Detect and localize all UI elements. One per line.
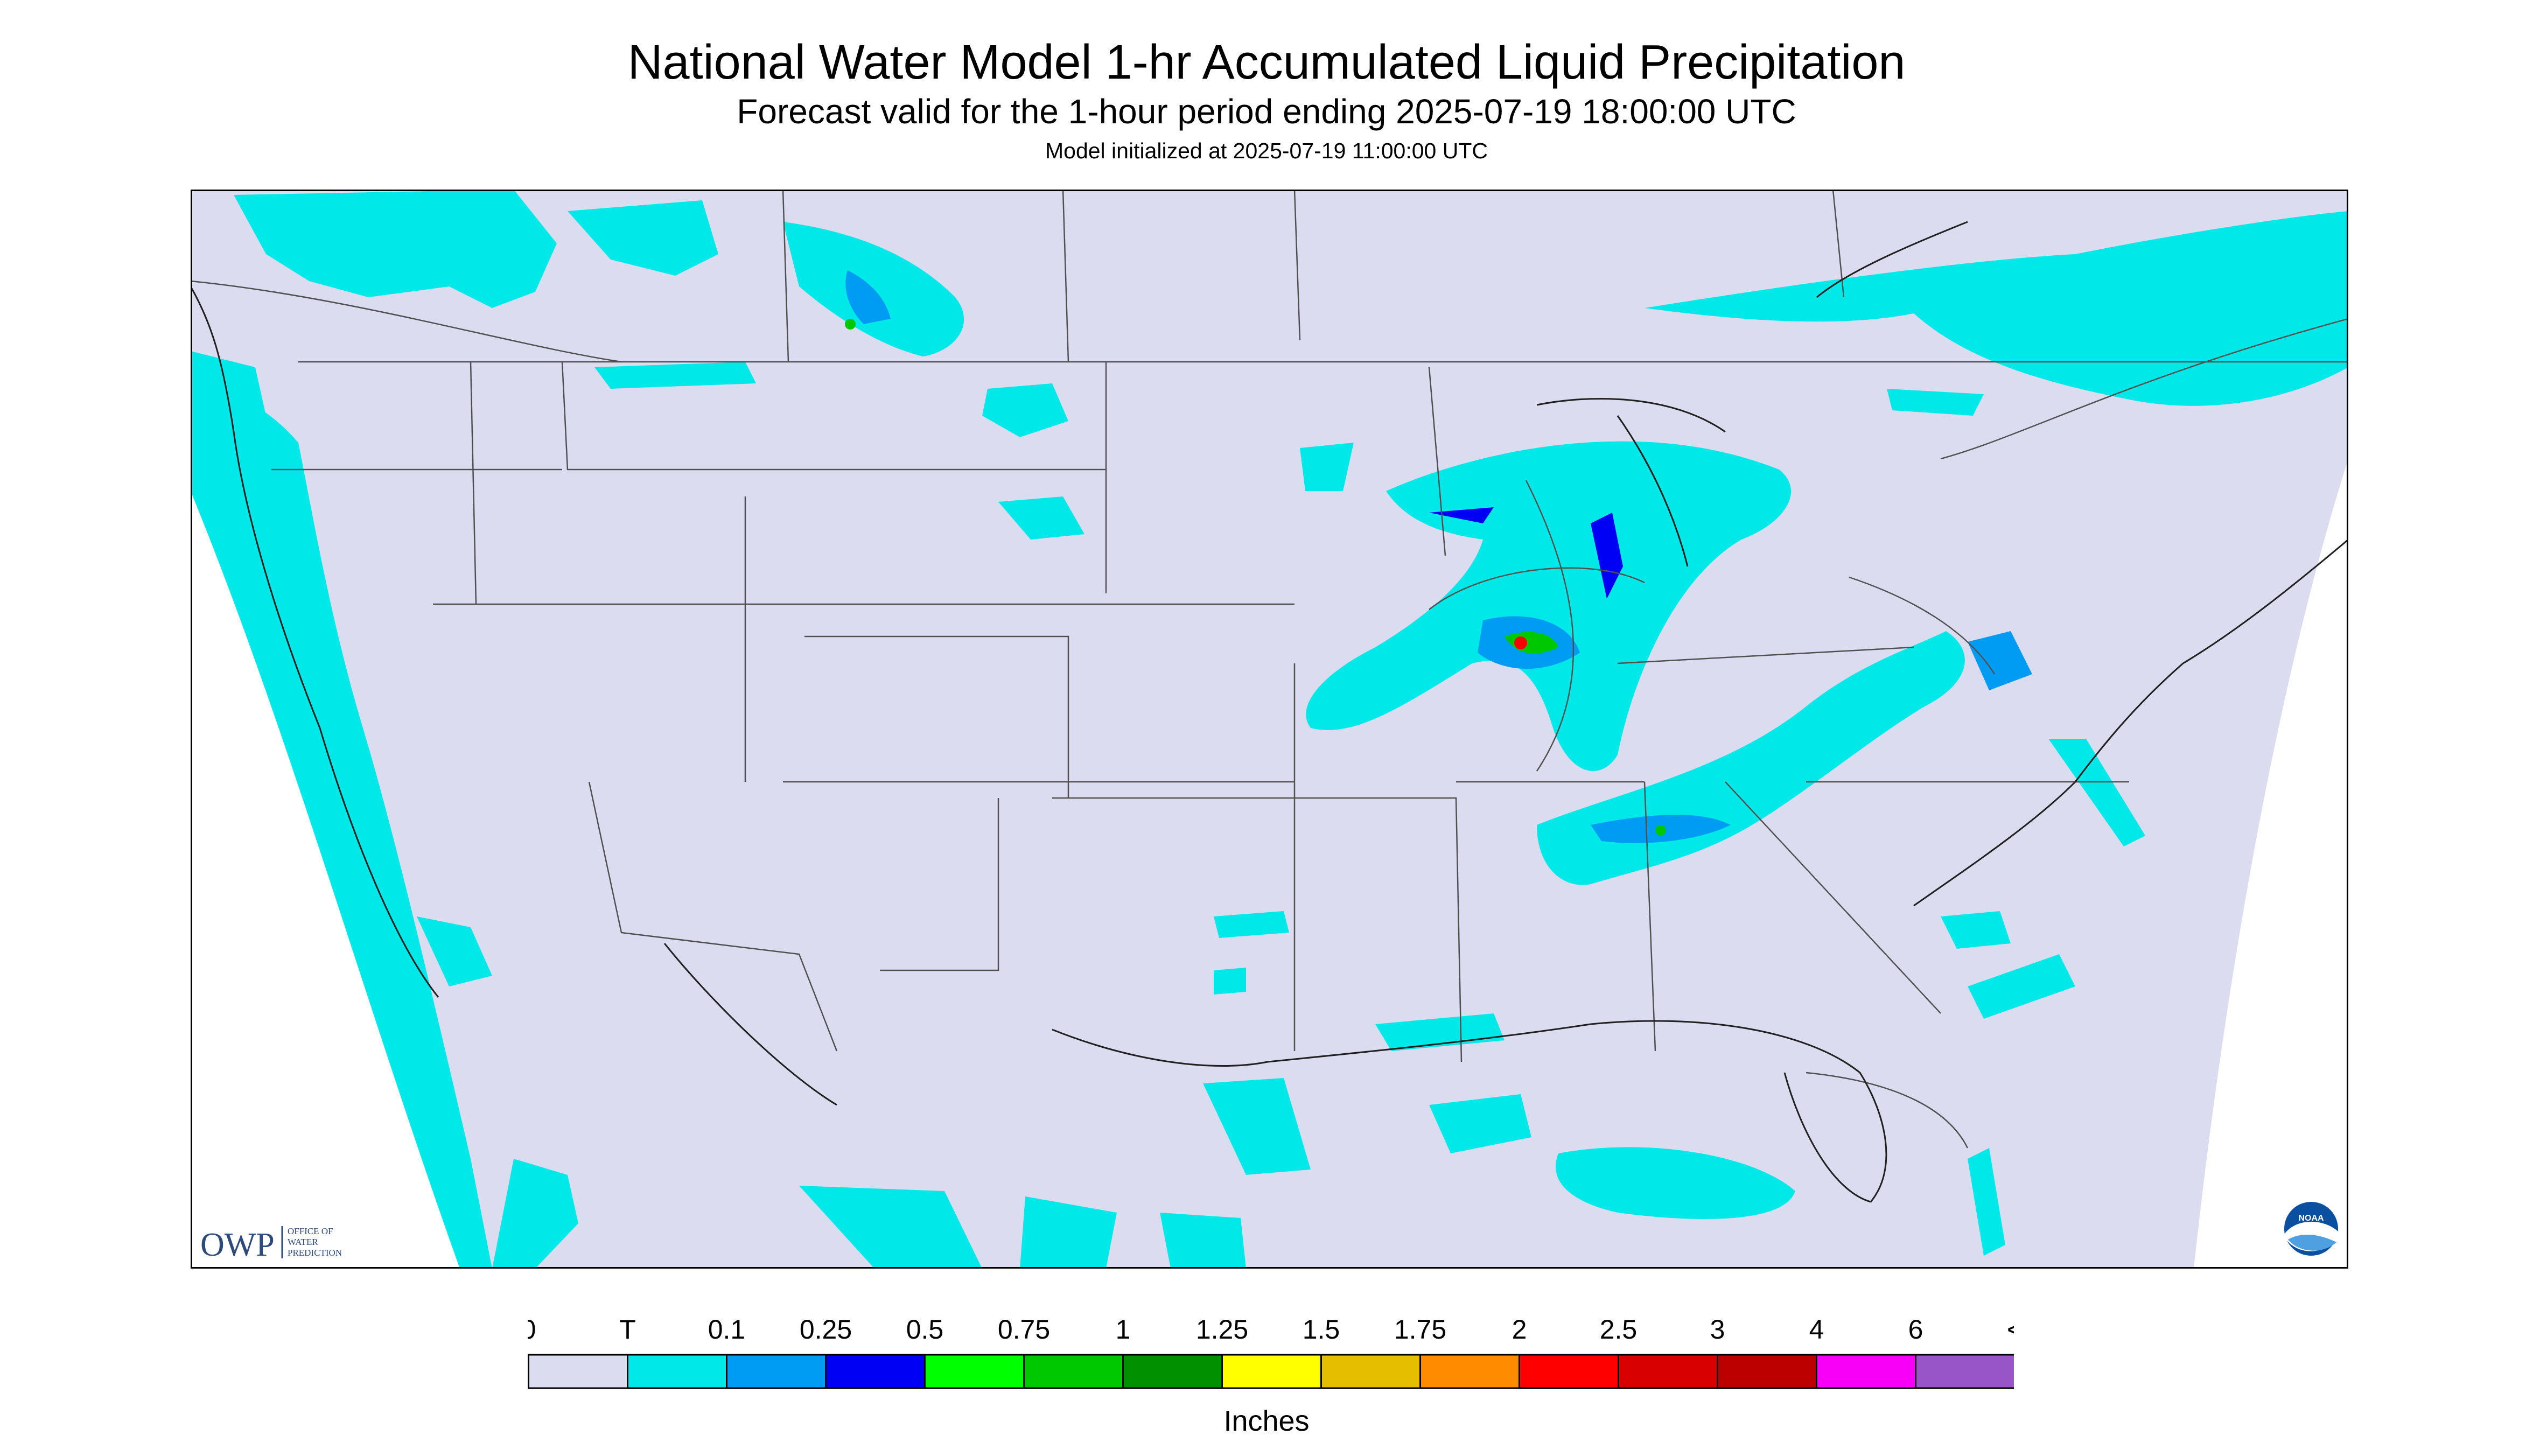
legend-label-15: < [2007,1314,2014,1345]
legend-swatch-1 [627,1354,727,1389]
model-initialized-line: Model initialized at 2025-07-19 11:00:00… [1045,138,1488,163]
legend-label-4: 0.5 [906,1314,944,1345]
coastlines [191,221,2348,1203]
noaa-logo-text: NOAA [2298,1214,2324,1223]
northern-plains-precip [783,222,964,356]
legend-swatch-0 [528,1354,628,1389]
legend-label-6: 1 [1116,1314,1131,1345]
legend-label-13: 4 [1809,1314,1824,1345]
legend-swatch-13 [1816,1354,1916,1389]
owp-logo-line2: WATER [288,1237,318,1247]
precip-legend: 0 T 0.1 0.25 0.5 0.75 1 1.25 1.5 1.75 2 2.5 3 4 6 < [528,1314,2014,1389]
legend-label-1: T [619,1314,636,1345]
ohio-valley-precip [1537,631,2032,885]
legend-label-9: 1.75 [1394,1314,1446,1345]
map-frame [191,190,2348,1269]
pacific-coast-precip [191,351,578,1269]
owp-logo-line1: OFFICE OF [288,1226,333,1236]
legend-swatch-6 [1122,1354,1223,1389]
legend-label-3: 0.25 [800,1314,852,1345]
atlantic-precip [1941,739,2145,1256]
northern-tier-precip [594,362,1354,540]
legend-swatch-9 [1419,1354,1520,1389]
legend-swatch-14 [1915,1354,2014,1389]
legend-label-14: 6 [1908,1314,1923,1345]
legend-swatch-7 [1221,1354,1322,1389]
legend-swatch-4 [924,1354,1025,1389]
precipitation-map: OWP OFFICE OF WATER PREDICTION NOAA [191,190,2348,1269]
legend-swatch-12 [1717,1354,1817,1389]
legend-label-7: 1.25 [1196,1314,1248,1345]
legend-labels: 0 T 0.1 0.25 0.5 0.75 1 1.25 1.5 1.75 2 2.5 3 4 6 < [528,1314,2014,1345]
legend-label-8: 1.5 [1303,1314,1340,1345]
noaa-logo-icon: NOAA [2284,1202,2338,1256]
legend-swatches [528,1354,2014,1389]
legend-label-0: 0 [528,1314,536,1345]
legend-label-11: 2.5 [1600,1314,1638,1345]
canada-east-precip [1645,211,2348,416]
midwest-great-lakes-precip [1306,441,1792,771]
legend-swatch-8 [1320,1354,1421,1389]
legend-swatch-5 [1023,1354,1124,1389]
forecast-valid-subtitle: Forecast valid for the 1-hour period end… [737,92,1796,131]
legend-label-10: 2 [1512,1314,1527,1345]
model-domain [191,190,2348,1269]
map-title: National Water Model 1-hr Accumulated Li… [627,36,1906,89]
canada-west-precip [234,190,718,308]
legend-swatch-3 [825,1354,926,1389]
legend-swatch-2 [726,1354,827,1389]
owp-logo: OWP OFFICE OF WATER PREDICTION [200,1226,342,1263]
owp-logo-line3: PREDICTION [288,1248,342,1258]
legend-label-12: 3 [1710,1314,1725,1345]
legend-label-5: 0.75 [998,1314,1050,1345]
legend-units-label: Inches [1223,1405,1310,1437]
legend-swatch-10 [1519,1354,1619,1389]
gulf-precip [799,911,1795,1269]
legend-swatch-11 [1618,1354,1718,1389]
owp-logo-mark: OWP [200,1227,275,1263]
legend-label-2: 0.1 [708,1314,746,1345]
